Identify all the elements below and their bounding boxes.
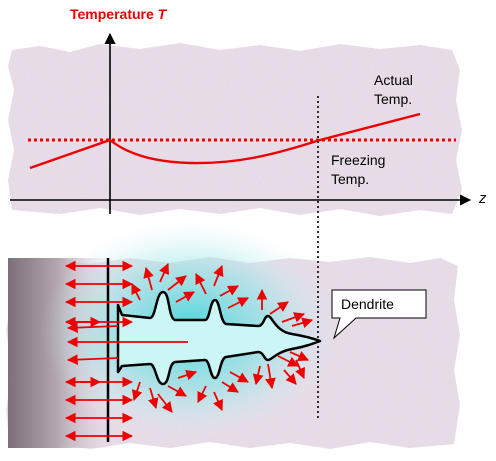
radial-arrow-bottom-9 xyxy=(252,365,264,386)
solid-arrow-0 xyxy=(66,322,119,334)
dendrite-label: Dendrite xyxy=(341,296,394,312)
radial-arrow-bottom-6 xyxy=(213,391,223,411)
radial-arrow-bottom-3 xyxy=(167,385,187,397)
radial-arrow-top-8 xyxy=(227,297,249,309)
actual-temp-label-2: Temp. xyxy=(374,91,413,107)
radial-arrow-bottom-1 xyxy=(148,387,159,410)
heat-flow-arrows xyxy=(64,260,314,442)
radial-arrow-top-12 xyxy=(291,317,314,328)
dendrite-callout xyxy=(331,289,427,340)
freezing-temp-label-1: Freezing xyxy=(331,152,386,168)
radial-arrow-bottom-13 xyxy=(295,359,305,379)
radial-arrow-top-5 xyxy=(195,273,207,295)
y-axis-label: Temperature T xyxy=(70,6,166,22)
freezing-temp-label-2: Temp. xyxy=(331,171,370,187)
y-axis-symbol: T xyxy=(157,6,167,22)
actual-temp-label-1: Actual xyxy=(374,72,413,88)
radial-arrow-bottom-14 xyxy=(283,369,297,385)
radial-arrow-bottom-12 xyxy=(289,351,309,361)
actual-temperature-curve xyxy=(29,112,421,170)
radial-arrow-bottom-4 xyxy=(177,369,198,381)
graph-background xyxy=(8,43,462,216)
radial-arrow-bottom-0 xyxy=(131,381,143,402)
radial-arrow-top-11 xyxy=(281,312,306,323)
radial-arrow-top-1 xyxy=(143,266,154,291)
x-axis-label: z xyxy=(479,190,487,207)
radial-arrow-top-10 xyxy=(269,301,289,315)
dendrite-shape xyxy=(116,290,322,386)
radial-arrow-bottom-5 xyxy=(197,385,208,403)
radial-arrow-bottom-8 xyxy=(229,371,249,383)
radial-arrow-top-2 xyxy=(159,263,169,283)
solid-arrow-2 xyxy=(66,354,119,366)
radial-arrow-bottom-10 xyxy=(265,363,276,390)
radial-arrow-top-7 xyxy=(219,285,239,297)
radial-arrow-top-6 xyxy=(213,264,224,287)
radial-arrow-bottom-7 xyxy=(221,381,239,393)
radial-arrow-top-0 xyxy=(131,283,142,301)
radial-arrow-bottom-2 xyxy=(157,393,173,413)
y-axis-label-text: Temperature xyxy=(70,6,154,22)
radial-arrow-bottom-11 xyxy=(277,355,299,367)
radial-arrow-top-4 xyxy=(175,291,195,303)
radial-arrow-top-3 xyxy=(167,275,187,291)
